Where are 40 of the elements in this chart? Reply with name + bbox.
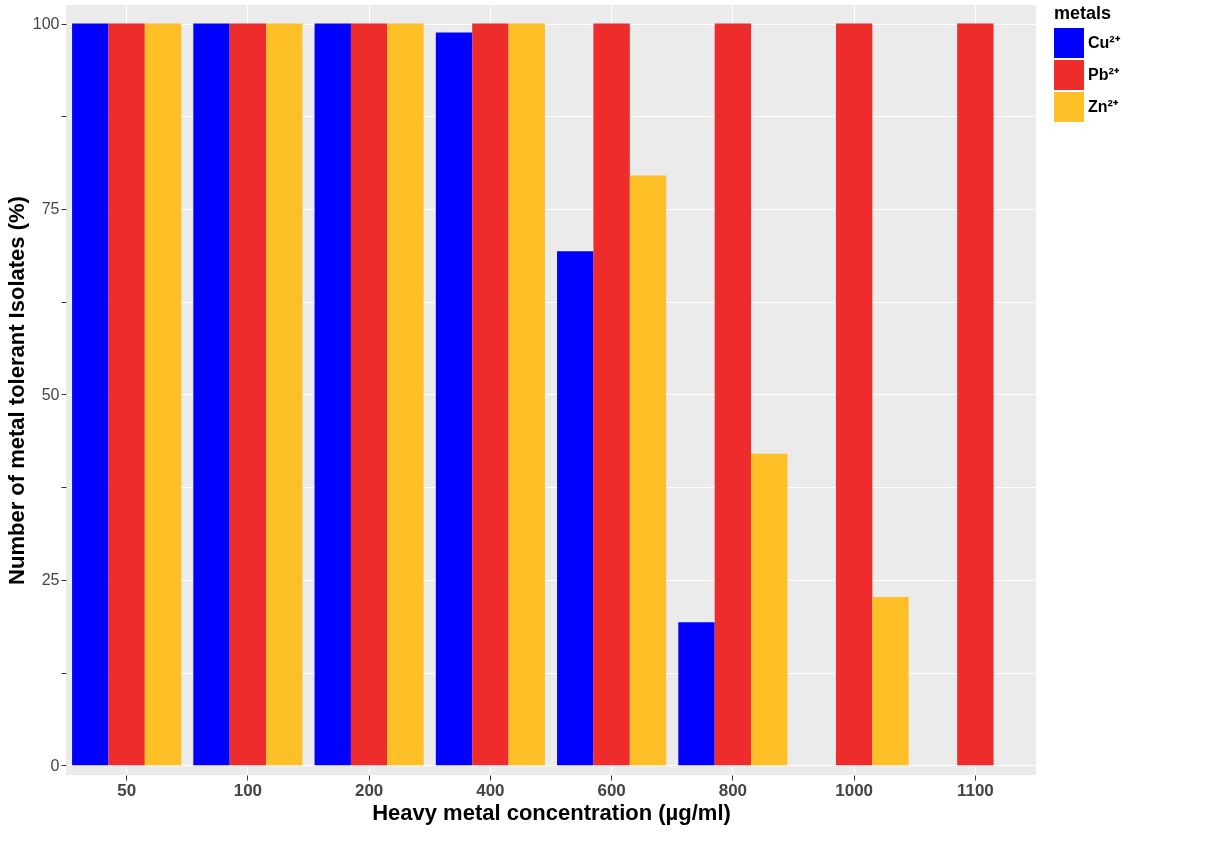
bar xyxy=(108,23,145,766)
bar xyxy=(557,251,594,766)
bar xyxy=(629,175,667,766)
x-tick-label: 600 xyxy=(597,780,626,800)
bar xyxy=(144,23,182,766)
bar xyxy=(229,23,267,766)
y-tick-label: 0 xyxy=(50,756,60,774)
bar xyxy=(387,23,424,766)
x-tick-label: 200 xyxy=(354,780,384,800)
bar xyxy=(193,23,230,766)
bar xyxy=(872,596,909,766)
bar xyxy=(508,23,545,766)
y-tick-label: 50 xyxy=(41,385,60,403)
bar xyxy=(72,23,109,766)
legend-label: Cu²⁺ xyxy=(1088,34,1121,51)
bar xyxy=(835,23,873,766)
bar xyxy=(435,32,473,766)
bar xyxy=(678,622,715,766)
x-axis-title: Heavy metal concentration (µg/ml) xyxy=(372,799,731,825)
bar xyxy=(472,23,509,766)
x-tick-label: 800 xyxy=(718,780,748,800)
x-tick-label: 400 xyxy=(476,780,505,800)
bar xyxy=(266,23,303,766)
bar xyxy=(593,23,630,766)
legend-label: Pb²⁺ xyxy=(1088,66,1120,83)
legend-label: Zn²⁺ xyxy=(1088,98,1119,115)
x-tick-label: 50 xyxy=(117,780,137,800)
bar xyxy=(314,23,351,766)
y-axis-title: Number of metal tolerant Isolates (%) xyxy=(3,196,29,585)
legend-title: metals xyxy=(1054,3,1112,23)
bar xyxy=(751,453,788,766)
x-tick-label: 1000 xyxy=(835,780,874,800)
bar xyxy=(957,23,994,766)
bar xyxy=(714,23,752,766)
x-tick-label: 1100 xyxy=(956,780,994,800)
x-tick-label: 100 xyxy=(233,780,263,800)
bar xyxy=(350,23,388,766)
y-tick-label: 100 xyxy=(32,15,60,33)
y-tick-label: 25 xyxy=(41,571,60,589)
y-tick-label: 75 xyxy=(41,200,60,218)
